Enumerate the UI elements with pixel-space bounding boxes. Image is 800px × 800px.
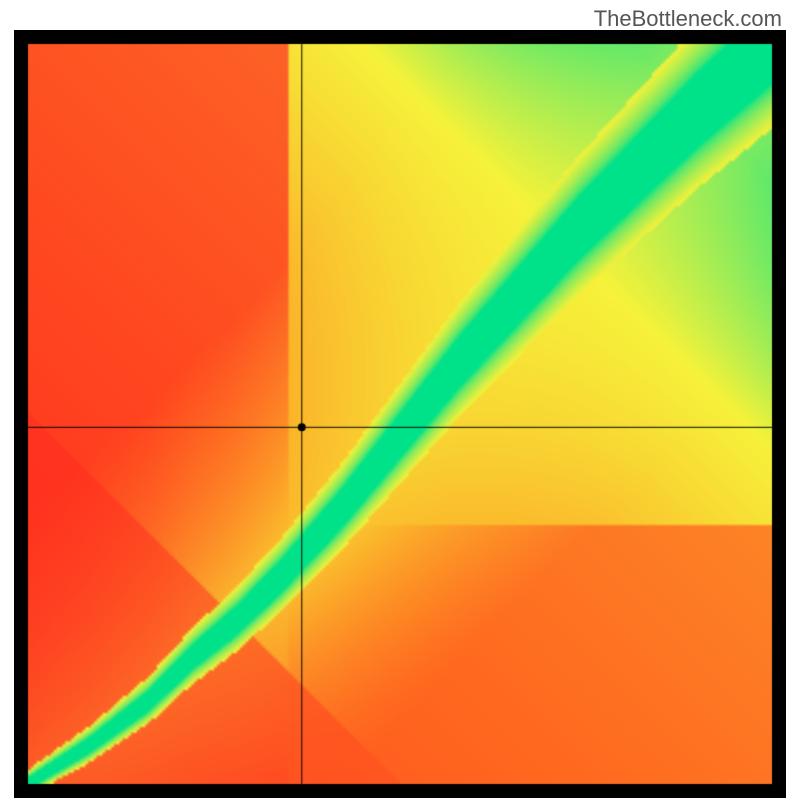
heatmap-frame: [14, 30, 786, 798]
watermark-text: TheBottleneck.com: [594, 6, 782, 32]
crosshair-overlay: [14, 30, 786, 798]
